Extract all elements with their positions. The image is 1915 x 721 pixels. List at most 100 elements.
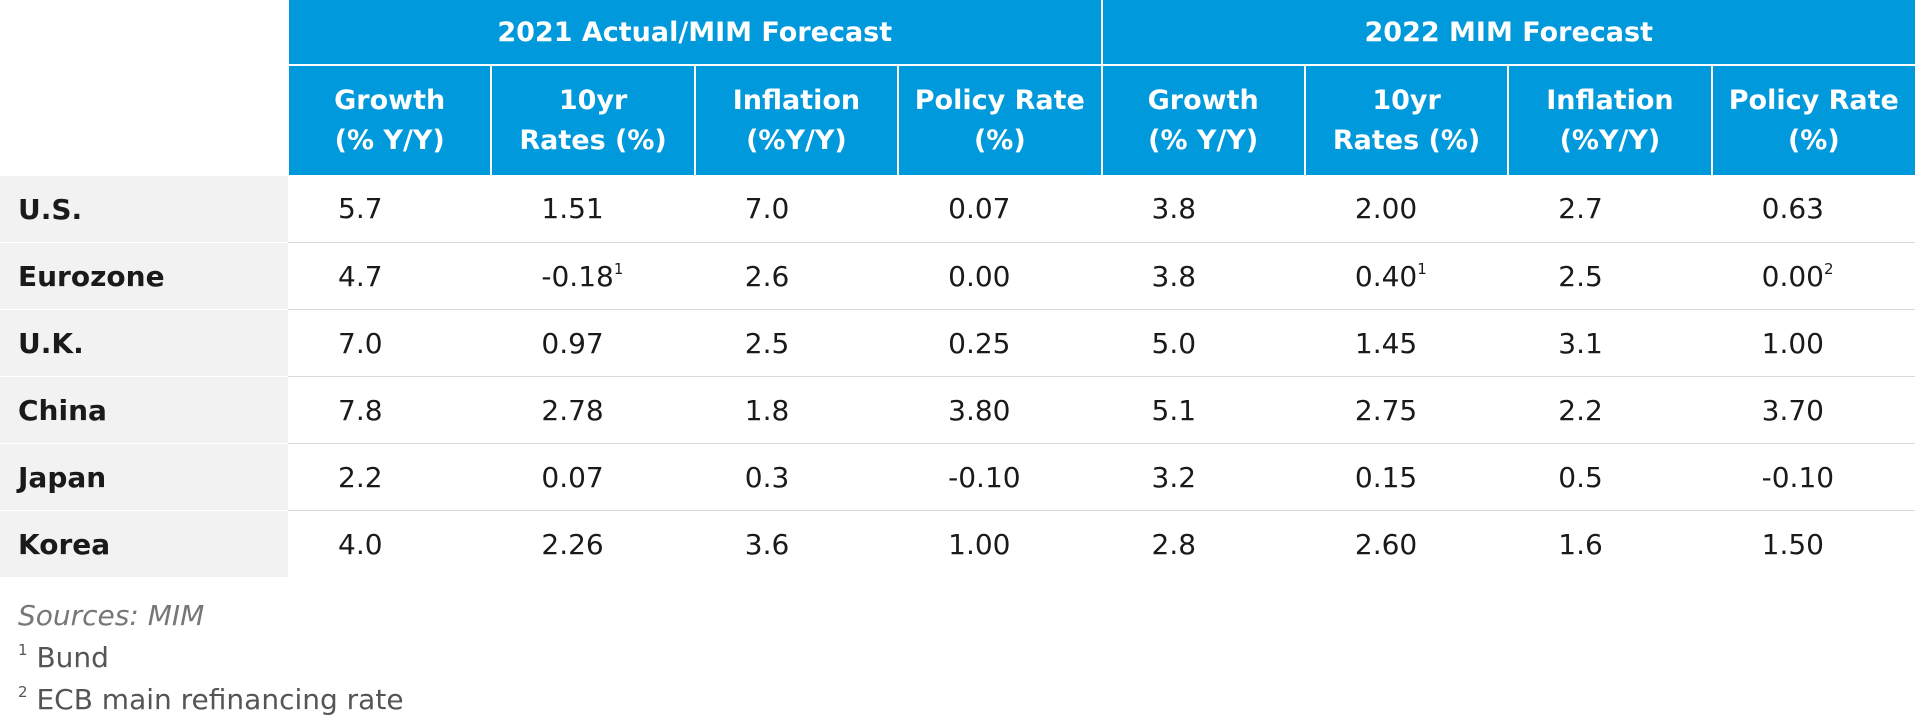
header-line: Growth <box>289 81 490 121</box>
cell: 0.25 <box>898 310 1101 377</box>
column-header: Growth(% Y/Y) <box>288 65 491 175</box>
row-label: Eurozone <box>0 243 288 310</box>
cell: 0.401 <box>1305 243 1508 310</box>
column-header: Policy Rate(%) <box>898 65 1101 175</box>
cell: 2.2 <box>1508 377 1711 444</box>
column-header: Inflation(%Y/Y) <box>695 65 898 175</box>
cell: 5.0 <box>1102 310 1305 377</box>
cell: 5.7 <box>288 175 491 243</box>
cell: 2.75 <box>1305 377 1508 444</box>
header-line: 10yr <box>492 81 693 121</box>
header-line: 10yr <box>1306 81 1507 121</box>
cell: 7.8 <box>288 377 491 444</box>
footnote: 1 Bund <box>18 637 1915 679</box>
cell: 4.0 <box>288 511 491 578</box>
footnote-mark: 1 <box>614 260 624 278</box>
header-line: (%) <box>1713 121 1915 161</box>
cell: 3.2 <box>1102 444 1305 511</box>
row-label: Korea <box>0 511 288 578</box>
cell: 2.00 <box>1305 175 1508 243</box>
cell: 2.8 <box>1102 511 1305 578</box>
cell: 2.26 <box>491 511 694 578</box>
cell: -0.10 <box>1712 444 1915 511</box>
footnote-text: Bund <box>36 641 108 674</box>
cell: 0.15 <box>1305 444 1508 511</box>
cell: 2.6 <box>695 243 898 310</box>
cell-value: 0.40 <box>1355 260 1417 293</box>
header-line: (% Y/Y) <box>1103 121 1304 161</box>
cell: 0.3 <box>695 444 898 511</box>
cell: 3.8 <box>1102 243 1305 310</box>
footnote-mark: 1 <box>1417 260 1427 278</box>
row-label: China <box>0 377 288 444</box>
cell: 1.00 <box>898 511 1101 578</box>
header-line: Inflation <box>1509 81 1710 121</box>
cell: 3.6 <box>695 511 898 578</box>
cell: 1.6 <box>1508 511 1711 578</box>
cell: 1.8 <box>695 377 898 444</box>
cell: -0.181 <box>491 243 694 310</box>
footnote-text: ECB main refinancing rate <box>36 683 403 716</box>
header-line: (%Y/Y) <box>696 121 897 161</box>
corner <box>0 0 288 175</box>
cell: 0.07 <box>898 175 1101 243</box>
group-header: 2022 MIM Forecast <box>1102 0 1915 65</box>
cell: 0.63 <box>1712 175 1915 243</box>
column-header: Inflation(%Y/Y) <box>1508 65 1711 175</box>
footnote-mark: 1 <box>18 641 28 659</box>
cell: 3.8 <box>1102 175 1305 243</box>
cell: 7.0 <box>288 310 491 377</box>
cell: 3.70 <box>1712 377 1915 444</box>
cell: 1.51 <box>491 175 694 243</box>
header-line: (% Y/Y) <box>289 121 490 161</box>
cell: 1.45 <box>1305 310 1508 377</box>
column-header: Policy Rate(%) <box>1712 65 1915 175</box>
footnote-mark: 2 <box>1824 260 1834 278</box>
cell: 2.60 <box>1305 511 1508 578</box>
cell: -0.10 <box>898 444 1101 511</box>
header-line: (%Y/Y) <box>1509 121 1710 161</box>
cell: 3.80 <box>898 377 1101 444</box>
cell: 0.00 <box>898 243 1101 310</box>
group-header: 2021 Actual/MIM Forecast <box>288 0 1102 65</box>
header-line: Growth <box>1103 81 1304 121</box>
row-label: U.S. <box>0 175 288 243</box>
cell: 1.00 <box>1712 310 1915 377</box>
cell-value: 0.00 <box>1762 260 1824 293</box>
source: Sources: MIM <box>18 595 1915 637</box>
header-line: Rates (%) <box>492 121 693 161</box>
cell: 7.0 <box>695 175 898 243</box>
header-line: Policy Rate <box>1713 81 1915 121</box>
column-header: Growth(% Y/Y) <box>1102 65 1305 175</box>
cell: 0.5 <box>1508 444 1711 511</box>
footnote-mark: 2 <box>18 683 28 701</box>
cell: 2.5 <box>695 310 898 377</box>
cell: 0.002 <box>1712 243 1915 310</box>
cell: 2.78 <box>491 377 694 444</box>
header-line: (%) <box>899 121 1100 161</box>
cell: 2.2 <box>288 444 491 511</box>
header-line: Policy Rate <box>899 81 1100 121</box>
cell: 2.5 <box>1508 243 1711 310</box>
cell: 0.97 <box>491 310 694 377</box>
footnote: 2 ECB main refinancing rate <box>18 679 1915 721</box>
header-line: Inflation <box>696 81 897 121</box>
cell: 1.50 <box>1712 511 1915 578</box>
cell: 4.7 <box>288 243 491 310</box>
cell: 2.7 <box>1508 175 1711 243</box>
row-label: U.K. <box>0 310 288 377</box>
row-label: Japan <box>0 444 288 511</box>
cell-value: -0.18 <box>541 260 613 293</box>
cell: 3.1 <box>1508 310 1711 377</box>
